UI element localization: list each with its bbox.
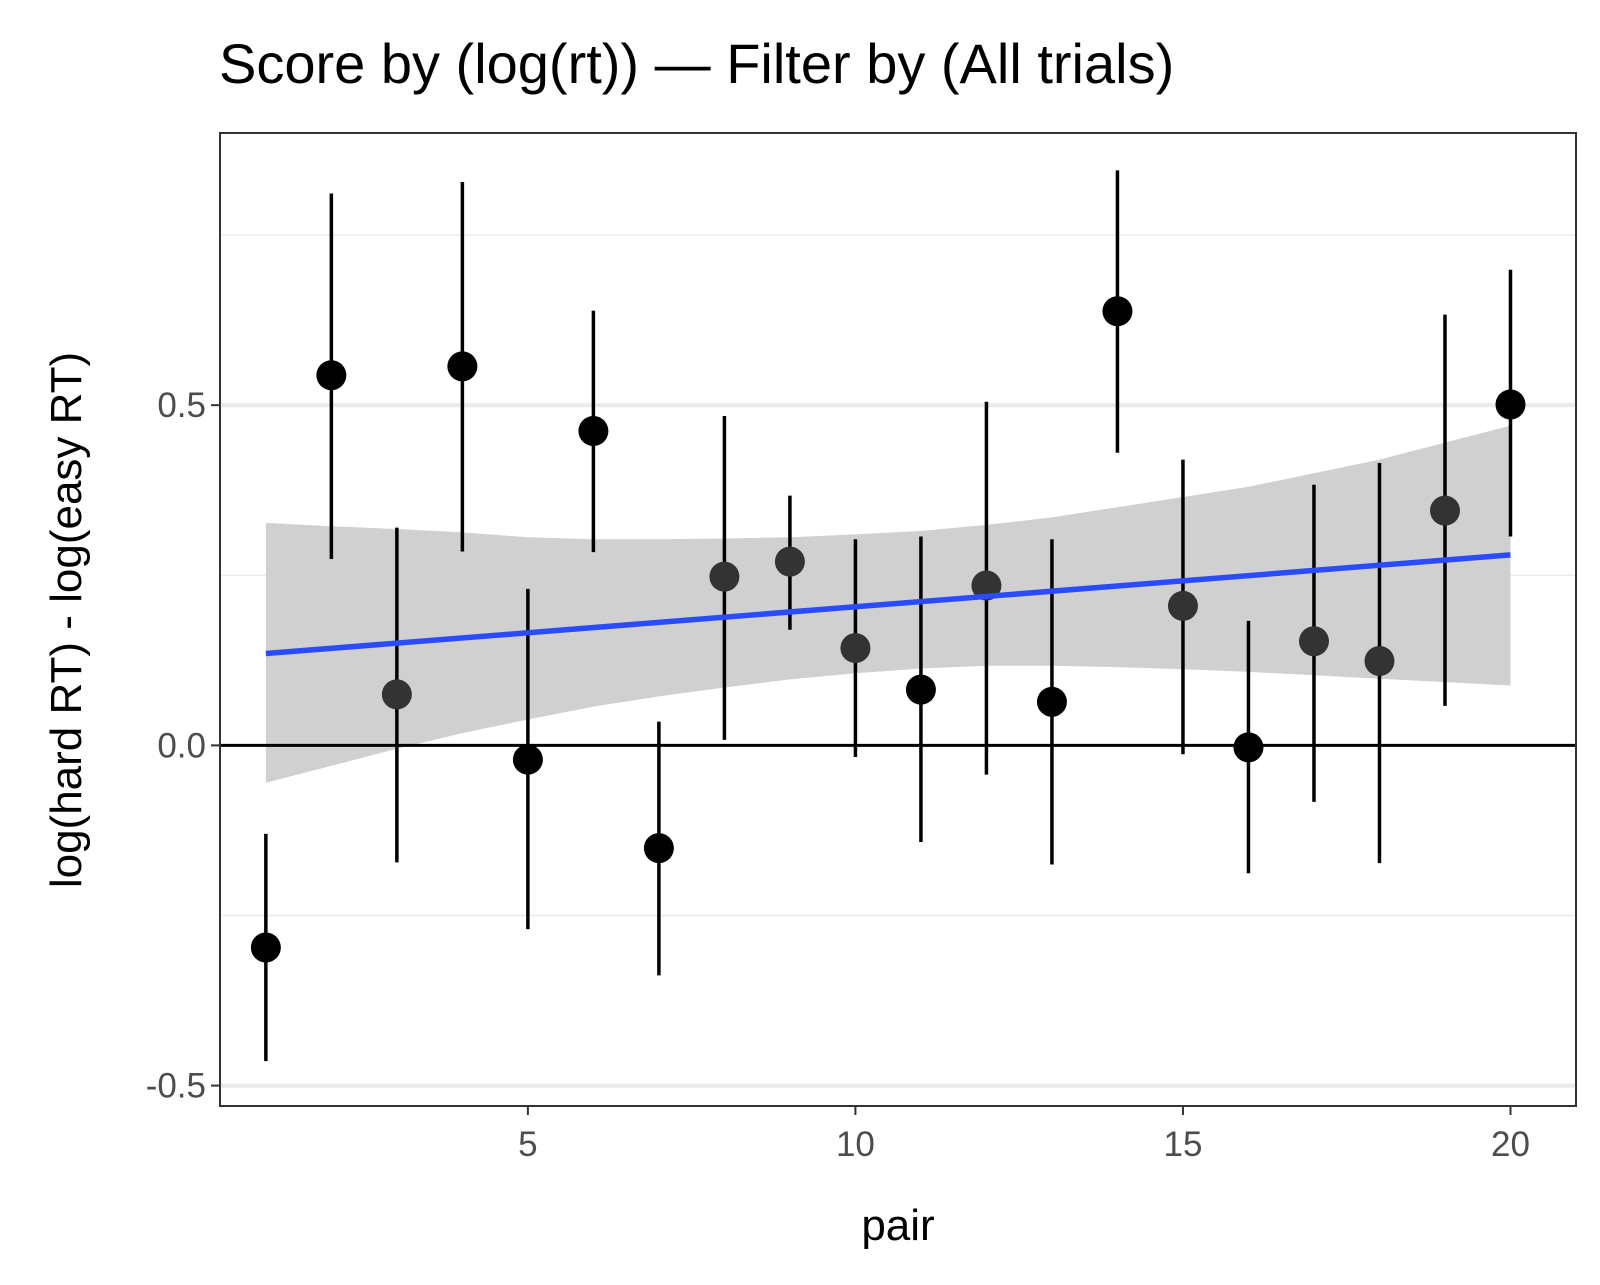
y-tick-label: 0.5: [157, 386, 206, 425]
regression-line: [265, 552, 1511, 657]
x-tick-label: 10: [836, 1125, 875, 1164]
x-tick-label: 15: [1163, 1125, 1202, 1164]
data-point: [578, 416, 609, 447]
x-axis-title: pair: [861, 1201, 934, 1250]
x-tick-label: 20: [1491, 1125, 1530, 1164]
data-point: [1167, 590, 1198, 621]
data-point: [316, 360, 347, 391]
data-point: [512, 744, 543, 775]
data-point: [1298, 626, 1329, 657]
data-point: [774, 546, 805, 577]
axis-layer: 5 10 15 20 -0.5 0.0 0.5: [146, 386, 1530, 1164]
data-point: [250, 932, 281, 963]
y-axis-title: log(hard RT) - log(easy RT): [42, 352, 91, 888]
y-tick-label: -0.5: [146, 1067, 206, 1106]
data-point: [709, 561, 740, 592]
y-tick-label: 0.0: [157, 726, 206, 765]
data-point: [905, 674, 936, 705]
data-point: [447, 351, 478, 382]
point-layer: [250, 296, 1526, 963]
data-point: [381, 679, 412, 710]
data-point: [840, 633, 871, 664]
panel-border: [219, 132, 1577, 1107]
data-point: [643, 833, 674, 864]
fit-line-layer: [265, 552, 1511, 657]
data-point: [1429, 495, 1460, 526]
data-point: [1233, 732, 1264, 763]
data-point: [1364, 646, 1395, 677]
data-point: [1495, 389, 1526, 420]
x-tick-label: 5: [518, 1125, 537, 1164]
data-point: [971, 570, 1002, 601]
data-point: [1102, 296, 1133, 327]
chart-title: Score by (log(rt)) — Filter by (All tria…: [219, 32, 1174, 95]
data-point: [1036, 686, 1067, 717]
